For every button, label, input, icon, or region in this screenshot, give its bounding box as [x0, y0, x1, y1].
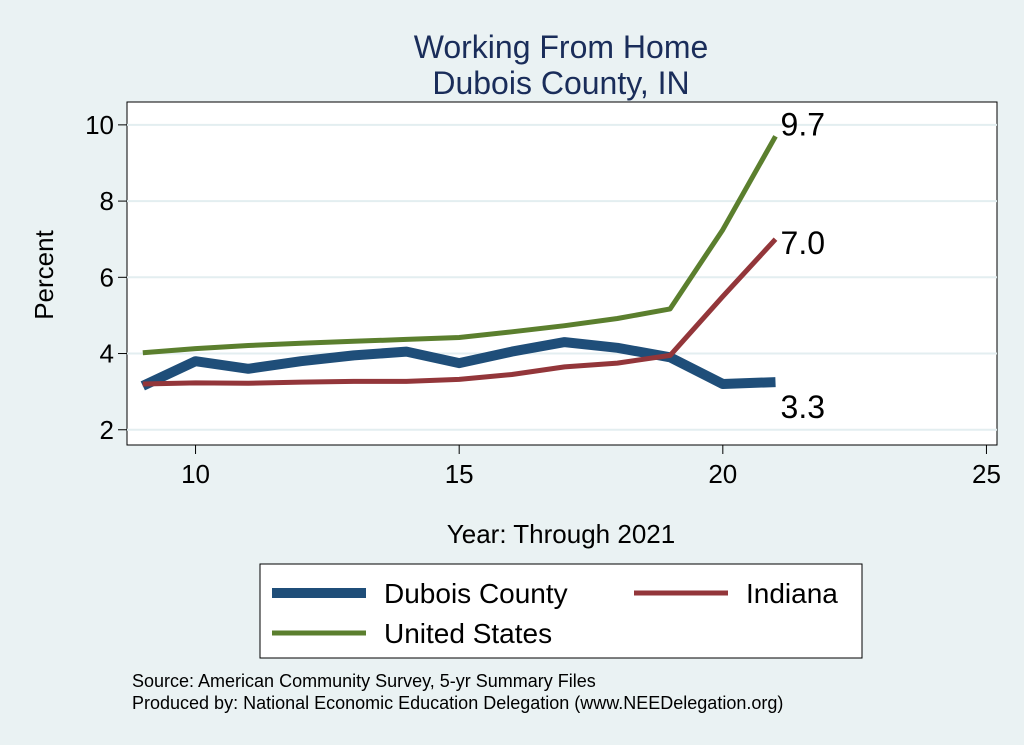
y-tick-label: 6: [100, 262, 114, 292]
series-line-united-states: [142, 135, 778, 356]
end-label-dubois-county: 3.3: [781, 389, 825, 425]
legend-label-indiana: Indiana: [746, 578, 838, 609]
y-tick-label: 8: [100, 186, 114, 216]
x-tick-label: 20: [708, 459, 737, 489]
series-line-indiana: [142, 237, 778, 387]
legend: Dubois County Indiana United States: [259, 563, 863, 659]
y-axis-label: Percent: [29, 229, 59, 319]
end-label-indiana: 7.0: [781, 225, 825, 261]
end-label-united-states: 9.7: [781, 106, 825, 142]
y-tick-label: 10: [85, 110, 114, 140]
end-labels: 3.3 7.0 9.7: [781, 106, 825, 425]
x-tick-label: 15: [445, 459, 474, 489]
x-axis-label: Year: Through 2021: [447, 519, 675, 549]
chart-title-line-1: Working From Home: [414, 29, 709, 65]
plot-area: [126, 101, 998, 446]
axes: 2 4 6 8 10 10 15 20 25: [85, 110, 1001, 489]
legend-label-dubois-county: Dubois County: [384, 578, 568, 609]
y-tick-label: 4: [100, 339, 114, 369]
source-note: Source: American Community Survey, 5-yr …: [132, 671, 596, 691]
chart-title-line-2: Dubois County, IN: [432, 65, 689, 101]
x-tick-label: 25: [972, 459, 1001, 489]
legend-label-united-states: United States: [384, 618, 552, 649]
legend-box: [259, 563, 863, 659]
y-tick-label: 2: [100, 415, 114, 445]
x-tick-label: 10: [181, 459, 210, 489]
producer-note: Produced by: National Economic Education…: [132, 693, 783, 713]
series-lines: [140, 135, 778, 391]
grid-lines: [127, 123, 997, 431]
